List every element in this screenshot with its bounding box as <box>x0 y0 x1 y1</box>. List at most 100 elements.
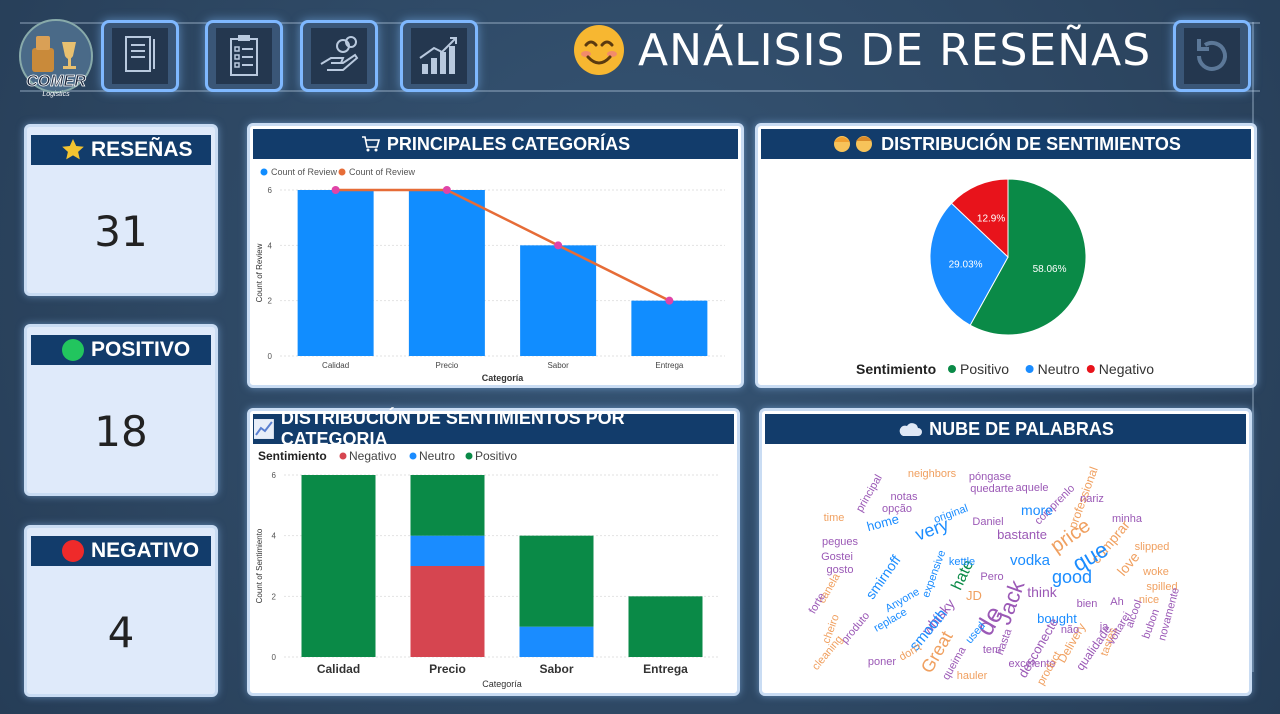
word-cloud-word: minha <box>1112 513 1143 525</box>
frame-bottom-line <box>20 90 1260 92</box>
x-tick-label: Sabor <box>539 662 573 676</box>
word-cloud-word: spilled <box>1146 581 1177 593</box>
y-axis-title: Count of Review <box>255 243 264 302</box>
word-cloud-word: não <box>1061 624 1079 636</box>
refresh-icon <box>1197 39 1227 71</box>
y-tick-label: 0 <box>268 352 273 361</box>
y-tick-label: 6 <box>268 186 273 195</box>
word-cloud-word: tem <box>983 644 1001 656</box>
word-cloud-word: ja <box>1099 621 1109 633</box>
bar <box>631 300 708 356</box>
document-icon <box>125 36 155 72</box>
legend-marker <box>339 452 347 460</box>
pie-data-label: 58.06% <box>1033 264 1067 275</box>
green-circle-icon <box>62 339 84 361</box>
word-cloud-word: Pero <box>980 571 1003 583</box>
legend-title: Sentimiento <box>856 361 936 377</box>
word-cloud-word: good <box>1052 567 1092 587</box>
line-chart-icon <box>253 419 274 439</box>
panel-title: PRINCIPALES CATEGORÍAS <box>386 133 631 154</box>
word-cloud-word: quedarte <box>970 483 1013 495</box>
shopping-cart-icon <box>361 136 380 152</box>
line-marker <box>665 296 674 305</box>
legend-label: Neutro <box>419 449 455 463</box>
line-marker <box>554 241 563 250</box>
bar <box>408 190 485 356</box>
x-tick-label: Calidad <box>317 662 360 676</box>
panel-word-cloud: NUBE DE PALABRAS principal neighbors pónga… <box>759 408 1252 696</box>
y-tick-label: 0 <box>272 653 277 662</box>
nav-button-growth[interactable] <box>400 20 478 92</box>
y-tick-label: 2 <box>272 592 277 601</box>
bar <box>297 190 374 356</box>
word-cloud-word: expensive <box>920 549 948 600</box>
stacked-bar-segment <box>519 535 594 627</box>
kpi-card-positive: POSITIVO 18 <box>24 324 218 496</box>
x-tick-label: Entrega <box>655 361 684 370</box>
word-cloud-word: gosto <box>827 564 854 576</box>
word-cloud-word: principal <box>854 473 885 514</box>
word-cloud-word: JD <box>966 588 982 603</box>
refresh-button[interactable] <box>1173 20 1251 92</box>
legend-marker <box>260 168 268 176</box>
legend-marker <box>409 452 417 460</box>
legend-label: Positivo <box>960 361 1009 377</box>
word-cloud-word: nariz <box>1080 493 1104 505</box>
word-cloud-word: smirnoff <box>862 552 904 602</box>
legend-label: Count of Review <box>271 167 338 177</box>
money-hand-icon <box>320 36 359 71</box>
nav-button-reviews[interactable] <box>101 20 179 92</box>
clipboard-checklist-icon <box>230 35 258 76</box>
cloud-icon <box>899 423 923 436</box>
word-cloud-word: home <box>865 511 900 534</box>
word-cloud-word: aquele <box>1015 482 1048 494</box>
x-tick-label: Precio <box>436 361 459 370</box>
stacked-bar-segment <box>628 596 703 657</box>
panel-title: DISTRIBUCIÓN DE SENTIMIENTOS <box>881 133 1181 154</box>
legend-label: Positivo <box>475 449 517 463</box>
page-title-text: ANÁLISIS DE RESEÑAS <box>638 24 1152 76</box>
stacked-bar-segment <box>519 626 594 657</box>
growth-chart-icon <box>419 37 457 74</box>
word-cloud-word: bastante <box>997 527 1047 542</box>
svg-text:COMER: COMER <box>26 73 86 90</box>
kpi-header: POSITIVO <box>31 335 211 365</box>
kpi-value: 18 <box>94 407 148 456</box>
legend-marker <box>465 452 473 460</box>
word-cloud-word: nice <box>1139 594 1159 606</box>
sentiment-pie-chart: 58.06% 29.03% 12.9% Sentimiento Positivo Neut… <box>856 178 1154 377</box>
x-axis-title: Categoría <box>482 373 525 383</box>
word-cloud-word: opção <box>882 503 912 515</box>
panel-title: DISTRIBUCIÓN DE SENTIMIENTOS POR CATEGOR… <box>280 408 625 449</box>
word-cloud-word: pegues <box>822 536 859 548</box>
word-cloud-word: more <box>1021 502 1053 518</box>
word-cloud-word: Ah <box>1110 596 1123 608</box>
panel-header: NUBE DE PALABRAS <box>765 414 1246 444</box>
kpi-header: RESEÑAS <box>31 135 211 165</box>
kpi-header: NEGATIVO <box>31 536 211 566</box>
nav-button-checklist[interactable] <box>205 20 283 92</box>
y-tick-label: 4 <box>268 241 273 250</box>
panel-sentiment-distribution: DISTRIBUCIÓN DE SENTIMIENTOS 58.06% 29.03… <box>755 123 1257 388</box>
kpi-label: RESEÑAS <box>91 138 193 161</box>
word-cloud-word: think <box>1027 584 1058 600</box>
word-cloud-word: love <box>1114 549 1143 579</box>
y-tick-label: 2 <box>268 297 273 306</box>
word-cloud-word: woke <box>1142 566 1169 578</box>
panel-title: NUBE DE PALABRAS <box>929 418 1114 439</box>
word-cloud-word: bought <box>1037 611 1077 626</box>
nav-button-finance[interactable] <box>300 20 378 92</box>
red-circle-icon <box>62 540 84 562</box>
smiling-face-icon <box>574 25 624 75</box>
page-title: ANÁLISIS DE RESEÑAS <box>572 18 1151 82</box>
panel-sentiment-by-category: DISTRIBUCIÓN DE SENTIMIENTOS POR CATEGOR… <box>247 408 740 696</box>
legend-marker <box>1025 365 1034 373</box>
word-cloud-word: slipped <box>1135 541 1170 553</box>
word-cloud-word: excelente <box>1008 658 1055 670</box>
legend-title: Sentimiento <box>258 449 327 463</box>
panel-header: PRINCIPALES CATEGORÍAS <box>253 129 738 159</box>
panel-main-categories: PRINCIPALES CATEGORÍAS Count of Review Co… <box>247 123 744 388</box>
kpi-label: POSITIVO <box>91 338 191 361</box>
kpi-card-negative: NEGATIVO 4 <box>24 525 218 697</box>
